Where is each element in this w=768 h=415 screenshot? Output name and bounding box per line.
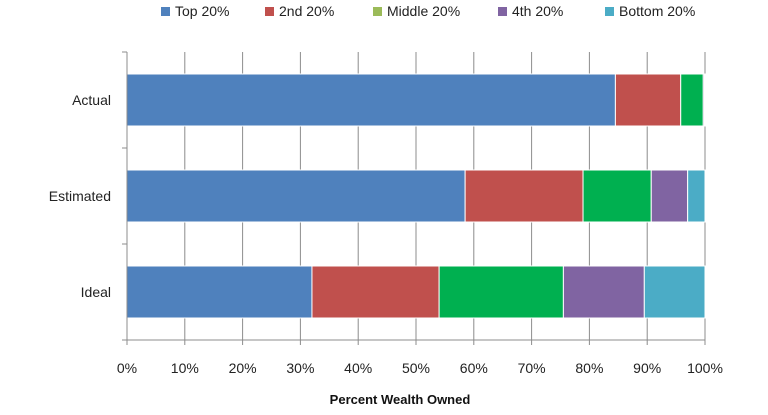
legend: Top 20% 2nd 20% Middle 20% 4th 20% Bottom 20…: [161, 3, 695, 19]
x-tick-label: 60%: [460, 360, 488, 376]
bar-ideal-series-2: [311, 265, 440, 319]
axes: 0% 10% 20% 30% 40% 50% 60% 70% 80% 90% 100% Actual E…: [49, 51, 723, 376]
bar-actual-series-1: [126, 73, 616, 127]
bar-estimated-series-4: [650, 169, 689, 223]
bars: [126, 73, 706, 319]
bar-ideal-series-4: [562, 265, 645, 319]
x-tick-label: 50%: [402, 360, 430, 376]
legend-label: Bottom 20%: [619, 3, 695, 19]
bar-actual-series-3: [680, 73, 704, 127]
bar-estimated-series-2: [464, 169, 584, 223]
bar-ideal-series-1: [126, 265, 313, 319]
x-tick-label: 100%: [687, 360, 723, 376]
bar-estimated-series-1: [126, 169, 466, 223]
bar-actual-series-5: [703, 73, 706, 127]
x-axis-title: Percent Wealth Owned: [330, 392, 471, 407]
y-category-label: Ideal: [81, 284, 111, 300]
y-category-label: Actual: [72, 92, 111, 108]
bar-estimated-series-5: [687, 169, 706, 223]
legend-swatch: [605, 7, 614, 16]
x-tick-label: 70%: [518, 360, 546, 376]
legend-swatch: [498, 7, 507, 16]
x-tick-label: 30%: [286, 360, 314, 376]
x-tick-label: 80%: [575, 360, 603, 376]
legend-label: Top 20%: [175, 3, 229, 19]
legend-swatch: [373, 7, 382, 16]
legend-label: 2nd 20%: [279, 3, 334, 19]
bar-ideal-series-3: [438, 265, 564, 319]
legend-label: 4th 20%: [512, 3, 563, 19]
legend-swatch: [161, 7, 170, 16]
legend-swatch: [265, 7, 274, 16]
x-tick-label: 40%: [344, 360, 372, 376]
x-tick-label: 20%: [229, 360, 257, 376]
legend-label: Middle 20%: [387, 3, 460, 19]
x-tick-label: 10%: [171, 360, 199, 376]
y-category-label: Estimated: [49, 188, 111, 204]
bar-ideal-series-5: [643, 265, 706, 319]
x-tick-label: 0%: [117, 360, 137, 376]
bar-estimated-series-3: [582, 169, 652, 223]
bar-actual-series-2: [614, 73, 682, 127]
x-tick-label: 90%: [633, 360, 661, 376]
